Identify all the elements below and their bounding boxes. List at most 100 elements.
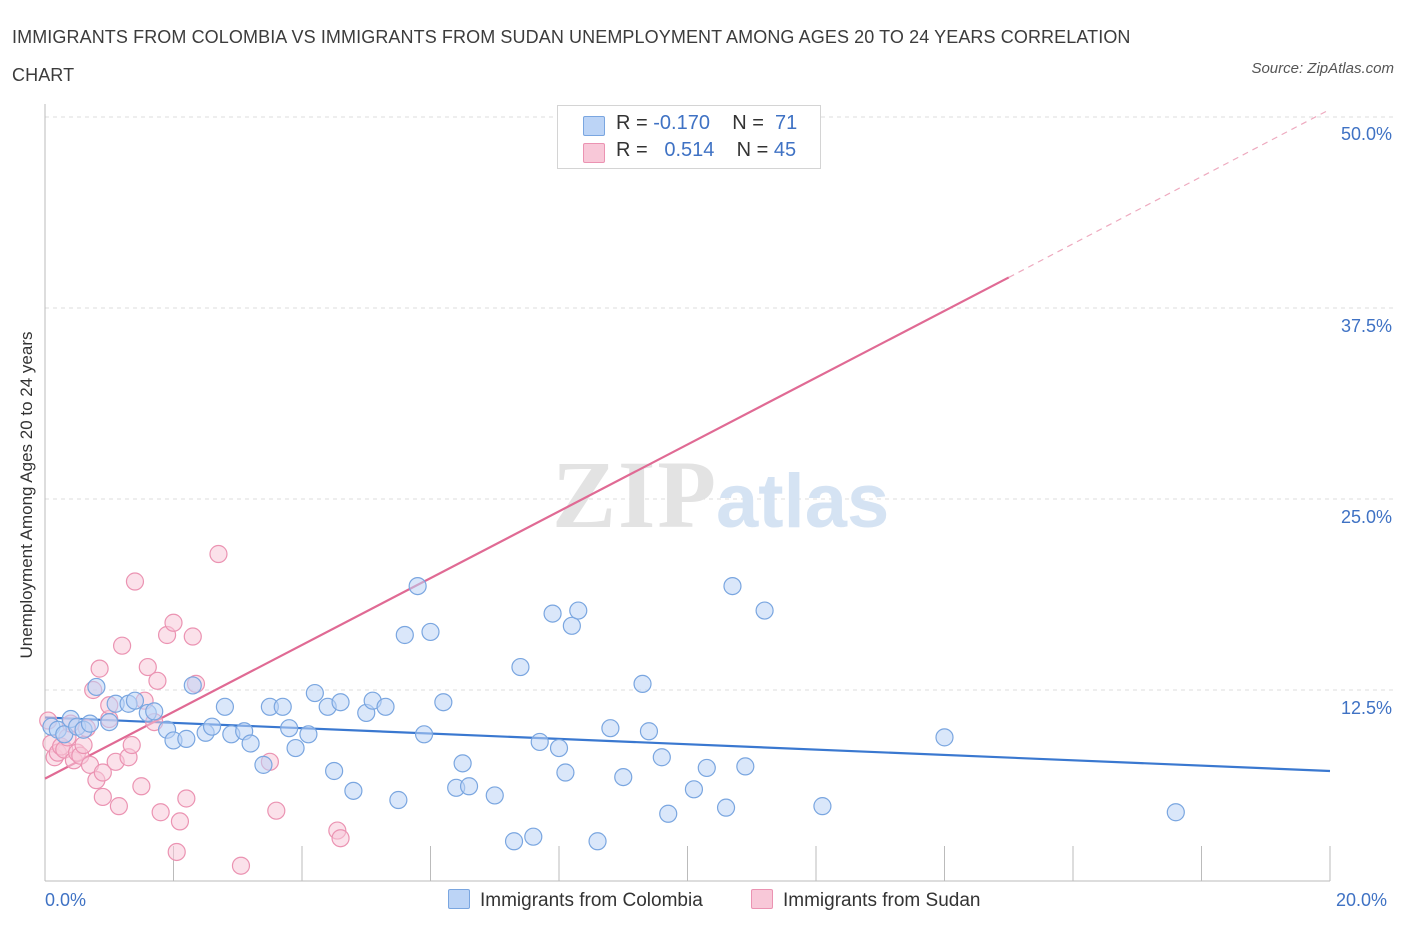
colombia-point [543,604,562,623]
colombia-point [485,786,504,805]
colombia-point [556,763,575,782]
colombia-point [684,780,704,799]
colombia-point [716,798,736,817]
legend-n-value: 45 [773,139,797,161]
colombia-point [633,674,652,693]
sudan-point [151,803,170,822]
sudan-point [209,544,228,564]
colombia-point [177,729,196,748]
sudan-point [267,801,286,820]
colombia-point [331,693,350,712]
sudan-point [93,763,112,782]
legend-n-label: N = [736,139,774,161]
axis-layer [44,104,1331,882]
sudan-point [90,659,109,678]
grid-layer [45,116,1395,691]
colombia-trend-line [44,716,1331,773]
colombia-point [614,767,633,787]
trend-layer [44,108,1331,780]
colombia-point [549,738,569,758]
colombia-point [652,748,671,767]
legend-r-label: R = [616,112,654,134]
colombia-point [254,755,273,774]
legend-label-sudan: Immigrants from Sudan [783,890,981,911]
colombia-point [215,697,234,716]
x-tick-label: 20.0% [1336,890,1388,910]
colombia-point [1166,803,1185,822]
colombia-point [202,717,222,736]
sudan-swatch [751,889,773,909]
colombia-point [395,625,414,645]
colombia-point [80,714,100,733]
sudan-point [125,572,145,591]
colombia-point [408,576,427,596]
legend-item-sudan: Immigrants from Sudan [751,889,980,912]
colombia-swatch [448,889,470,909]
colombia-point [183,676,202,695]
colombia-point [755,601,774,620]
y-tick-label: 25.0% [1340,507,1392,527]
sudan-point [183,627,202,646]
y-axis-label: Unemployment Among Ages 20 to 24 years [17,331,36,659]
colombia-point [511,657,530,677]
legend-r-value: -0.170 [653,112,710,134]
colombia-point [414,725,434,744]
colombia-point [601,719,620,738]
colombia-point [100,712,119,732]
colombia-point [935,728,954,747]
colombia-point [524,827,543,846]
colombia-point [569,601,588,620]
sudan-point [132,777,151,796]
colombia-point [813,797,832,816]
colombia-point [697,758,716,778]
sudan-point [109,797,128,816]
colombia-point [421,622,440,642]
sudan-trend-line [44,276,1010,780]
stats-legend: R = -0.170 N = 71 R = 0.514 N = 45 [557,105,821,169]
colombia-point [389,790,408,810]
colombia-point [280,719,299,738]
sudan-point [231,856,251,875]
sudan-point [122,735,141,755]
colombia-point [736,757,755,776]
sudan-point [148,671,167,690]
sudan-point [112,636,132,655]
colombia-point [125,691,145,710]
points-layer [39,544,1185,875]
colombia-point [530,732,549,752]
chart-source: Source: ZipAtlas.com [1251,60,1394,77]
colombia-point [241,734,260,753]
colombia-point [145,702,164,721]
colombia-point [562,616,581,635]
sudan-point [177,789,196,808]
chart-title: IMMIGRANTS FROM COLOMBIA VS IMMIGRANTS F… [12,27,1131,85]
colombia-point [588,832,607,851]
legend-r-label: R = [616,139,654,161]
colombia-point [325,761,344,781]
colombia-point [305,683,324,703]
colombia-point [273,697,292,716]
legend-item-colombia: Immigrants from Colombia [448,889,703,912]
x-tick-label: 0.0% [45,890,87,910]
colombia-point [299,725,318,744]
legend-n-label: N = [732,112,770,134]
colombia-point [639,722,659,741]
colombia-point [87,677,106,697]
colombia-point [286,738,305,758]
sudan-point [170,812,190,831]
colombia-point [504,832,524,851]
colombia-point [459,777,479,796]
legend-label-colombia: Immigrants from Colombia [480,890,703,911]
watermark-atlas: atlas [716,459,889,544]
sudan-point [93,787,112,807]
colombia-point [376,697,395,716]
sudan-trend-extension [1008,108,1331,278]
y-tick-label: 12.5% [1340,698,1392,718]
sudan-point [331,829,350,848]
colombia-point [659,804,678,823]
sudan-swatch [583,143,605,163]
sudan-point [164,613,183,632]
y-tick-label: 50.0% [1340,124,1392,144]
colombia-point [723,576,742,596]
